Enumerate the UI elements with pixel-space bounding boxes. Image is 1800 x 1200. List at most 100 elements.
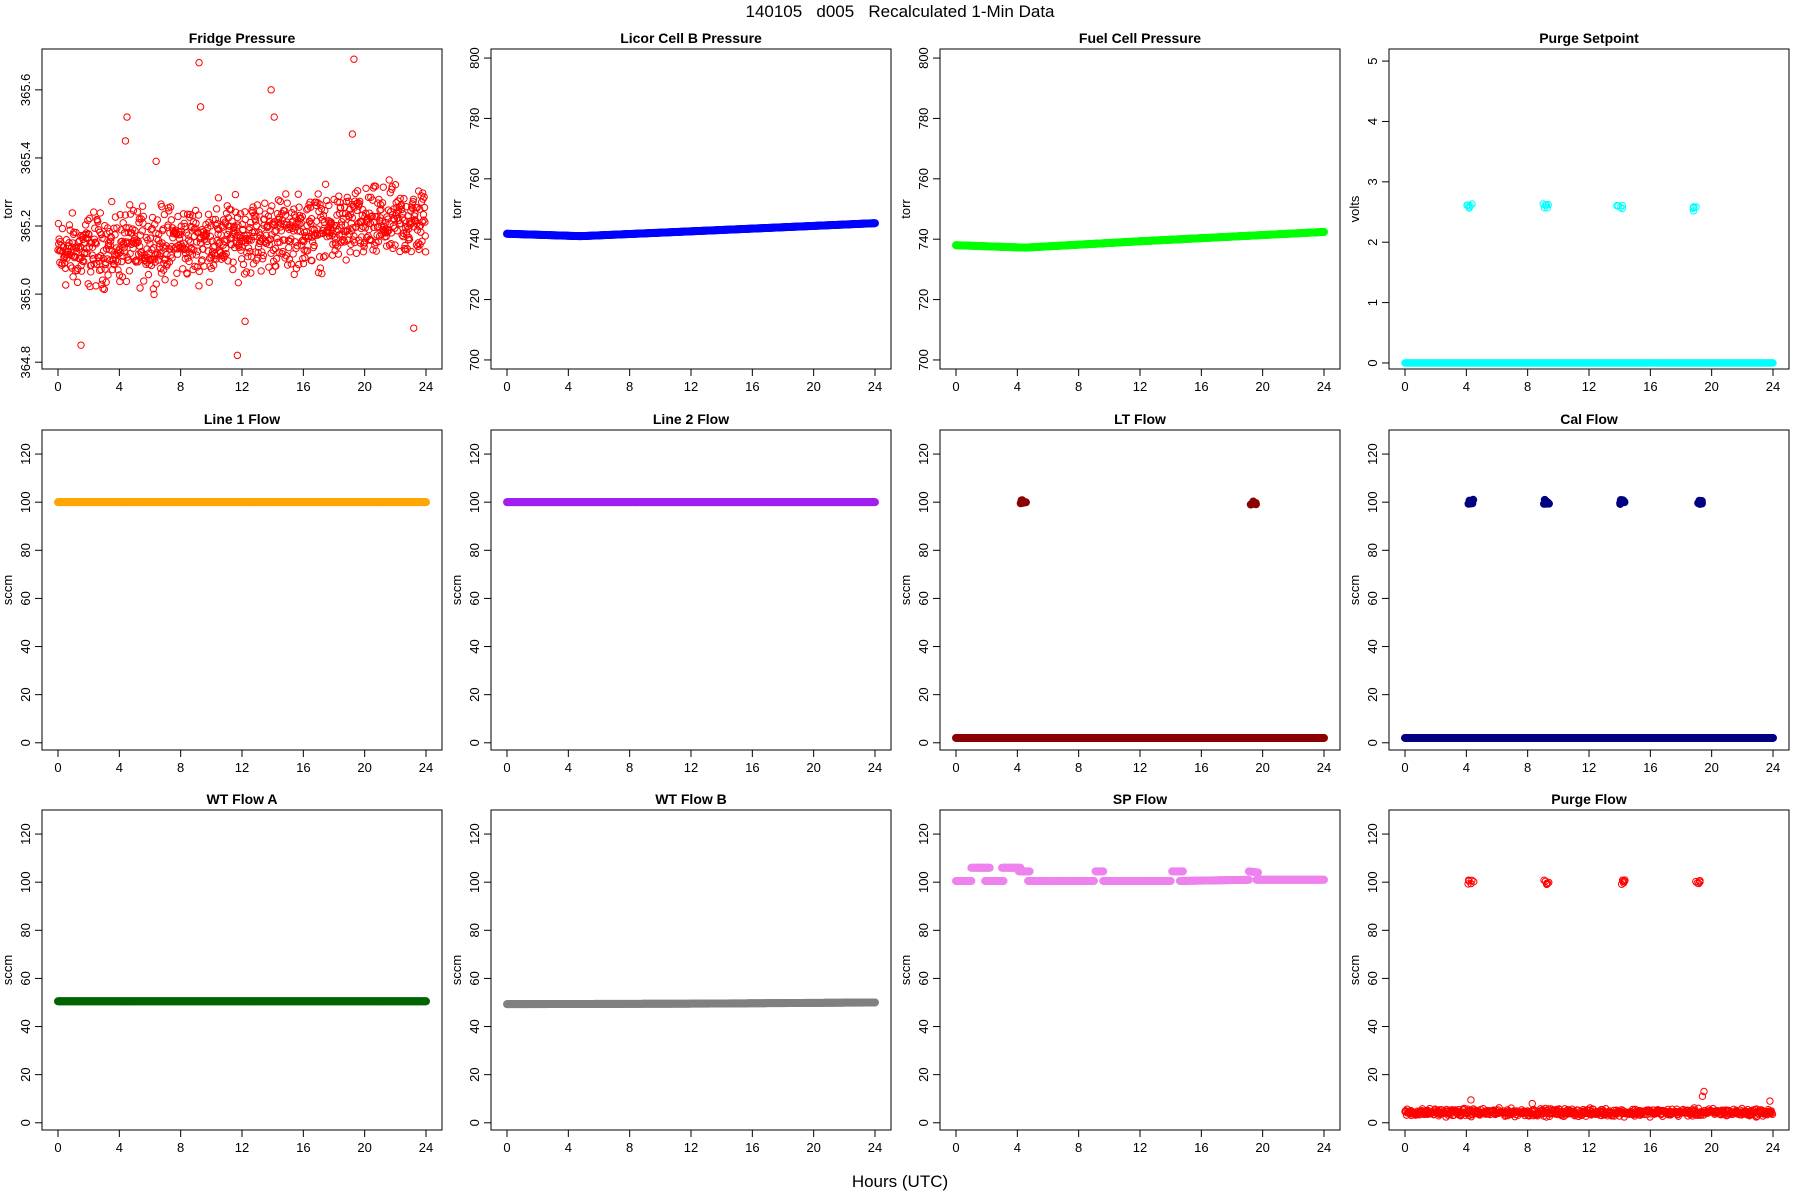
- y-tick-label: 760: [467, 168, 482, 190]
- x-tick-label: 24: [868, 379, 882, 394]
- data-point: [59, 243, 68, 251]
- plot-frame: [490, 429, 892, 751]
- data-point: [58, 224, 67, 233]
- y-tick-label: 40: [916, 639, 931, 653]
- data-point: [280, 207, 289, 215]
- data-point: [65, 221, 74, 229]
- data-point: [160, 210, 169, 219]
- data-point: [354, 198, 362, 207]
- data-point: [266, 207, 275, 215]
- data-point: [334, 250, 343, 258]
- data-point: [165, 207, 173, 215]
- y-tick-label: 100: [18, 491, 33, 513]
- data-point: [316, 264, 325, 272]
- data-point: [102, 278, 110, 286]
- data-point: [94, 218, 102, 226]
- data-point: [310, 241, 318, 250]
- data-point: [179, 265, 187, 273]
- y-tick-label: 1: [1365, 299, 1380, 306]
- data-point: [309, 225, 317, 233]
- data-point: [257, 267, 265, 275]
- data-point: [319, 211, 328, 220]
- plot-frame: [490, 48, 892, 370]
- data-point: [391, 181, 400, 189]
- x-tick-label: 24: [1317, 379, 1331, 394]
- data-point: [372, 247, 381, 255]
- y-tick-label: 3: [1365, 178, 1380, 185]
- data-point: [366, 235, 374, 244]
- data-point: [83, 249, 91, 257]
- data-point: [195, 282, 203, 290]
- y-tick-label: 120: [467, 443, 482, 465]
- data-point: [199, 245, 207, 253]
- data-point: [285, 243, 293, 252]
- data-point: [377, 201, 385, 209]
- data-point: [314, 199, 322, 207]
- data-point: [336, 203, 345, 211]
- y-axis-label: volts: [1347, 195, 1362, 222]
- data-point: [296, 215, 304, 223]
- data-point: [152, 229, 160, 237]
- data-point: [89, 208, 98, 216]
- y-tick-label: 60: [1365, 591, 1380, 605]
- data-point: [409, 204, 417, 213]
- data-point: [230, 243, 239, 252]
- data-point: [1539, 200, 1547, 208]
- data-point: [349, 224, 357, 232]
- y-tick-label: 0: [1365, 359, 1380, 366]
- data-point: [84, 216, 92, 225]
- data-point: [91, 224, 99, 232]
- data-point: [325, 201, 333, 210]
- panel-title: Fridge Pressure: [189, 30, 296, 46]
- data-point: [95, 266, 104, 275]
- data-point: [100, 285, 109, 294]
- data-point: [87, 268, 95, 276]
- data-point: [116, 248, 125, 256]
- data-point: [247, 269, 255, 277]
- y-tick-label: 0: [18, 739, 33, 746]
- y-tick-label: 365.6: [18, 74, 33, 107]
- data-point: [173, 250, 182, 258]
- x-tick-label: 4: [565, 379, 572, 394]
- x-tick-label: 4: [116, 760, 123, 775]
- data-point: [183, 270, 191, 278]
- data-point: [316, 200, 324, 209]
- data-point: [214, 230, 222, 238]
- data-point: [1769, 359, 1777, 367]
- x-tick-label: 4: [1014, 379, 1021, 394]
- data-point: [871, 498, 880, 507]
- data-point: [138, 202, 147, 210]
- x-tick-label: 24: [1766, 379, 1780, 394]
- data-point: [292, 264, 301, 273]
- data-point: [242, 268, 251, 276]
- x-tick-label: 0: [54, 760, 61, 775]
- x-tick-label: 12: [684, 379, 698, 394]
- x-tick-label: 12: [684, 760, 698, 775]
- x-tick-label: 12: [1582, 760, 1596, 775]
- data-point: [111, 231, 119, 239]
- data-point: [206, 232, 215, 241]
- x-tick-label: 12: [1582, 379, 1596, 394]
- data-point: [234, 278, 243, 287]
- x-tick-label: 16: [1194, 760, 1208, 775]
- data-point: [277, 227, 286, 235]
- y-tick-label: 2: [1365, 239, 1380, 246]
- series-points: [952, 227, 1329, 252]
- figure-title: 140105 d005 Recalculated 1-Min Data: [745, 2, 1055, 21]
- data-point: [138, 227, 146, 235]
- data-point: [269, 219, 277, 227]
- data-point: [270, 218, 279, 226]
- data-point: [85, 243, 93, 251]
- data-point: [303, 205, 311, 214]
- data-point: [294, 190, 303, 198]
- data-point: [247, 236, 255, 244]
- data-point: [81, 221, 90, 229]
- data-point: [97, 265, 105, 274]
- data-point: [113, 224, 121, 232]
- data-point: [409, 195, 418, 203]
- data-point: [421, 248, 430, 256]
- data-point: [215, 239, 223, 248]
- plot-frame: [1388, 48, 1790, 370]
- x-tick-label: 4: [565, 760, 572, 775]
